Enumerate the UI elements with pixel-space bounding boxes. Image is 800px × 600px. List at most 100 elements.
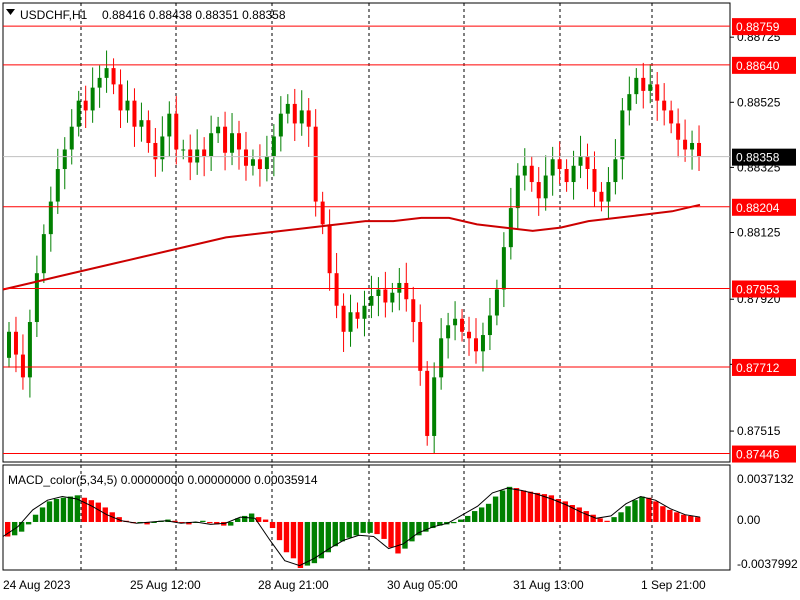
candle[interactable]	[606, 167, 611, 220]
candle[interactable]	[641, 62, 646, 109]
candle[interactable]	[104, 50, 109, 93]
triangle-down-icon[interactable]	[6, 9, 15, 15]
candle[interactable]	[48, 186, 53, 252]
candle[interactable]	[76, 90, 81, 137]
candle[interactable]	[320, 191, 325, 235]
candle[interactable]	[216, 116, 221, 143]
candle[interactable]	[676, 108, 681, 158]
candle[interactable]	[536, 167, 541, 216]
candle[interactable]	[118, 69, 123, 129]
candle[interactable]	[522, 148, 527, 191]
candle[interactable]	[655, 72, 660, 121]
candle[interactable]	[390, 282, 395, 313]
candle[interactable]	[369, 275, 374, 319]
candle[interactable]	[188, 134, 193, 181]
candle[interactable]	[62, 137, 67, 190]
candle[interactable]	[571, 150, 576, 200]
candle[interactable]	[529, 156, 534, 192]
candle[interactable]	[543, 155, 548, 211]
candle[interactable]	[480, 322, 485, 372]
candle[interactable]	[508, 187, 513, 260]
candle[interactable]	[285, 94, 290, 124]
candle[interactable]	[237, 120, 242, 170]
candle[interactable]	[146, 110, 151, 153]
candle[interactable]	[230, 113, 235, 166]
candle[interactable]	[278, 96, 283, 152]
candle[interactable]	[327, 209, 332, 291]
candle[interactable]	[418, 304, 423, 386]
candle[interactable]	[83, 85, 88, 129]
candle[interactable]	[264, 135, 269, 182]
candle[interactable]	[355, 302, 360, 329]
candle[interactable]	[69, 109, 74, 165]
candle[interactable]	[613, 139, 618, 195]
macd-pane[interactable]	[2, 464, 731, 571]
candle[interactable]	[174, 96, 179, 165]
candle[interactable]	[41, 224, 46, 283]
candle[interactable]	[292, 88, 297, 142]
candle[interactable]	[446, 312, 451, 359]
candle[interactable]	[257, 144, 262, 187]
candle[interactable]	[453, 301, 458, 341]
candle[interactable]	[55, 148, 60, 214]
candle[interactable]	[383, 271, 388, 318]
candle[interactable]	[111, 58, 116, 95]
candle[interactable]	[132, 88, 137, 147]
candle[interactable]	[195, 129, 200, 175]
candle[interactable]	[564, 159, 569, 192]
candle[interactable]	[34, 255, 39, 337]
candle[interactable]	[334, 253, 339, 319]
candle[interactable]	[397, 267, 402, 311]
candle[interactable]	[167, 101, 172, 157]
candle[interactable]	[460, 309, 465, 342]
candle[interactable]	[439, 318, 444, 390]
candle[interactable]	[250, 149, 255, 176]
candle[interactable]	[223, 111, 228, 171]
candle[interactable]	[425, 361, 430, 446]
candle[interactable]	[592, 151, 597, 207]
candle[interactable]	[90, 67, 95, 123]
candle[interactable]	[271, 124, 276, 177]
candle[interactable]	[341, 293, 346, 352]
candle[interactable]	[473, 318, 478, 364]
candle[interactable]	[27, 309, 32, 398]
candle[interactable]	[299, 90, 304, 136]
candle[interactable]	[487, 297, 492, 351]
candle[interactable]	[160, 116, 165, 172]
candle[interactable]	[313, 109, 318, 217]
candle[interactable]	[634, 68, 639, 104]
candle[interactable]	[362, 290, 367, 337]
candle[interactable]	[669, 100, 674, 134]
candle[interactable]	[181, 139, 186, 160]
candle[interactable]	[125, 80, 130, 123]
candle[interactable]	[20, 334, 25, 390]
candle[interactable]	[648, 64, 653, 104]
candle[interactable]	[627, 76, 632, 126]
candle[interactable]	[209, 115, 214, 171]
candle[interactable]	[411, 286, 416, 343]
candle[interactable]	[13, 316, 18, 373]
candle[interactable]	[467, 316, 472, 356]
candle[interactable]	[494, 279, 499, 326]
candle[interactable]	[697, 125, 702, 171]
candle[interactable]	[348, 294, 353, 347]
candle[interactable]	[557, 141, 562, 184]
candle[interactable]	[97, 65, 102, 108]
candle[interactable]	[404, 262, 409, 312]
candle[interactable]	[376, 277, 381, 317]
price-pane[interactable]: 0.885250.883250.881250.879200.877200.875…	[2, 2, 796, 463]
candle[interactable]	[662, 83, 667, 126]
candle[interactable]	[690, 130, 695, 170]
candle[interactable]	[501, 232, 506, 308]
candle[interactable]	[7, 322, 11, 368]
candle[interactable]	[432, 362, 437, 454]
candle[interactable]	[139, 102, 144, 142]
candle[interactable]	[153, 128, 158, 177]
candle[interactable]	[550, 146, 555, 196]
candle[interactable]	[306, 98, 311, 147]
candle[interactable]	[585, 143, 590, 190]
candle[interactable]	[515, 163, 520, 229]
candle[interactable]	[620, 98, 625, 180]
candle[interactable]	[683, 119, 688, 162]
